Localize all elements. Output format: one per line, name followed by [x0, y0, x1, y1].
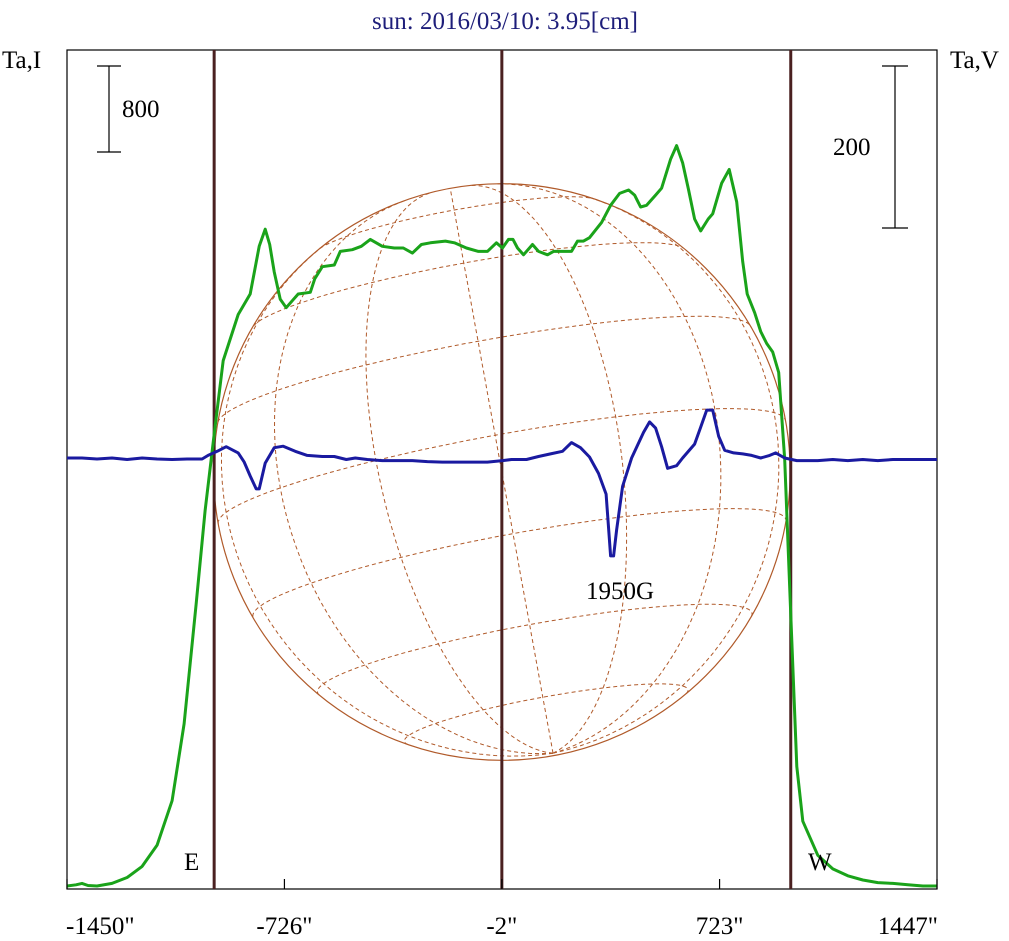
x-axis-ticks: -1450" -726" -2" 723" 1447"	[66, 879, 938, 940]
meridian-line	[552, 194, 780, 754]
scale-bar-right: 200	[833, 65, 908, 229]
parallel-line	[253, 242, 684, 327]
x-tick-label: -2"	[486, 913, 517, 940]
limb-label-east: E	[184, 849, 199, 876]
scale-bar-left: 800	[97, 65, 160, 153]
meridian-line	[449, 188, 554, 754]
chart-title: sun: 2016/03/10: 3.95[cm]	[372, 8, 638, 35]
scale-bar-right-label: 200	[833, 134, 871, 161]
parallel-line	[252, 508, 787, 617]
x-tick-label: -1450"	[66, 913, 135, 940]
parallel-line	[217, 408, 786, 524]
parallel-line	[319, 196, 594, 250]
scale-bar-left-label: 800	[122, 96, 160, 123]
parallel-line	[403, 683, 689, 746]
meridian-line	[365, 191, 554, 754]
limb-divider-lines	[212, 50, 793, 889]
meridian-line	[273, 199, 554, 755]
annotation-1950g: 1950G	[586, 578, 654, 605]
right-axis-label: Ta,V	[950, 47, 999, 74]
x-tick-label: 723"	[696, 913, 744, 940]
series-polarization-line	[67, 408, 937, 558]
heliographic-grid	[217, 183, 787, 757]
parallel-line	[217, 315, 751, 423]
x-tick-label: 1447"	[878, 913, 938, 940]
meridian-line	[221, 239, 554, 757]
limb-label-west: W	[808, 849, 832, 876]
left-axis-label: Ta,I	[2, 47, 41, 74]
parallel-line	[317, 603, 753, 696]
meridian-line	[496, 183, 722, 754]
meridian-line	[469, 184, 628, 754]
series-intensity-line	[66, 144, 937, 888]
x-tick-label: -726"	[256, 913, 312, 940]
